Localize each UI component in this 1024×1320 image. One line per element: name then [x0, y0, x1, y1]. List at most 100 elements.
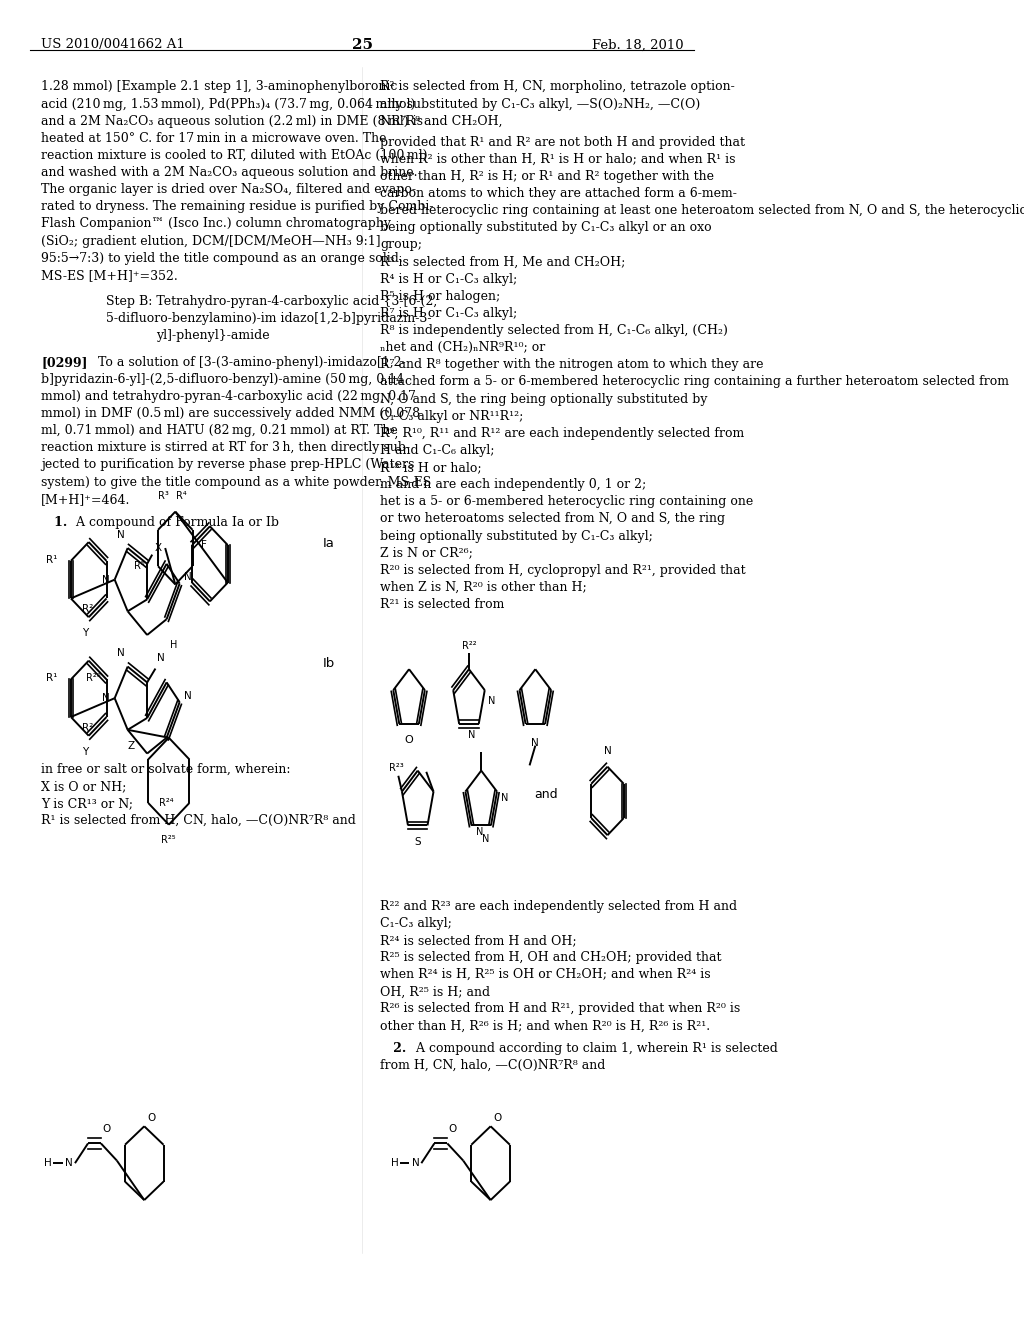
Text: 1.28 mmol) [Example 2.1 step 1], 3-aminophenylboronic: 1.28 mmol) [Example 2.1 step 1], 3-amino… — [41, 81, 397, 94]
Text: C₁-C₃ alkyl or NR¹¹R¹²;: C₁-C₃ alkyl or NR¹¹R¹²; — [380, 409, 523, 422]
Text: R²¹ is selected from: R²¹ is selected from — [380, 598, 505, 611]
Text: R²² and R²³ are each independently selected from H and: R²² and R²³ are each independently selec… — [380, 900, 737, 912]
Text: other than H, R²⁶ is H; and when R²⁰ is H, R²⁶ is R²¹.: other than H, R²⁶ is H; and when R²⁰ is … — [380, 1019, 711, 1032]
Text: R³: R³ — [158, 491, 169, 500]
Text: yl]-phenyl}-amide: yl]-phenyl}-amide — [157, 330, 270, 342]
Text: from H, CN, halo, —C(O)NR⁷R⁸ and: from H, CN, halo, —C(O)NR⁷R⁸ and — [380, 1059, 605, 1072]
Text: ₙhet and (CH₂)ₙNR⁹R¹⁰; or: ₙhet and (CH₂)ₙNR⁹R¹⁰; or — [380, 342, 546, 354]
Text: or two heteroatoms selected from N, O and S, the ring: or two heteroatoms selected from N, O an… — [380, 512, 725, 525]
Text: Feb. 18, 2010: Feb. 18, 2010 — [592, 38, 683, 51]
Text: Z is N or CR²⁶;: Z is N or CR²⁶; — [380, 546, 473, 560]
Text: when R²⁴ is H, R²⁵ is OH or CH₂OH; and when R²⁴ is: when R²⁴ is H, R²⁵ is OH or CH₂OH; and w… — [380, 969, 711, 981]
Text: S: S — [415, 837, 421, 846]
Text: F: F — [201, 540, 207, 550]
Text: N: N — [488, 696, 496, 706]
Text: rated to dryness. The remaining residue is purified by Combi-: rated to dryness. The remaining residue … — [41, 201, 433, 214]
Text: A compound according to claim 1, wherein R¹ is selected: A compound according to claim 1, wherein… — [408, 1041, 777, 1055]
Text: O: O — [147, 1113, 156, 1123]
Text: R²³: R²³ — [389, 763, 403, 774]
Text: Ib: Ib — [323, 657, 335, 671]
Text: mmol) in DMF (0.5 ml) are successively added NMM (0.078: mmol) in DMF (0.5 ml) are successively a… — [41, 407, 420, 420]
Text: H and C₁-C₆ alkyl;: H and C₁-C₆ alkyl; — [380, 444, 495, 457]
Text: being optionally substituted by C₁-C₃ alkyl or an oxo: being optionally substituted by C₁-C₃ al… — [380, 222, 712, 235]
Text: N, O and S, the ring being optionally substituted by: N, O and S, the ring being optionally su… — [380, 392, 708, 405]
Text: R⁸ is independently selected from H, C₁-C₆ alkyl, (CH₂): R⁸ is independently selected from H, C₁-… — [380, 325, 728, 337]
Text: R³ is selected from H, Me and CH₂OH;: R³ is selected from H, Me and CH₂OH; — [380, 256, 626, 268]
Text: bered heterocyclic ring containing at least one heteroatom selected from N, O an: bered heterocyclic ring containing at le… — [380, 205, 1024, 218]
Text: and washed with a 2M Na₂CO₃ aqueous solution and brine.: and washed with a 2M Na₂CO₃ aqueous solu… — [41, 166, 418, 180]
Text: N: N — [102, 574, 110, 585]
Text: 5-difluoro-benzylamino)-im idazo[1,2-b]pyridazin-3-: 5-difluoro-benzylamino)-im idazo[1,2-b]p… — [106, 313, 431, 325]
Text: R²⁵: R²⁵ — [162, 836, 176, 845]
Text: provided that R¹ and R² are not both H and provided that: provided that R¹ and R² are not both H a… — [380, 136, 745, 149]
Text: acid (210 mg, 1.53 mmol), Pd(PPh₃)₄ (73.7 mg, 0.064 mmol): acid (210 mg, 1.53 mmol), Pd(PPh₃)₄ (73.… — [41, 98, 416, 111]
Text: Flash Companion™ (Isco Inc.) column chromatography: Flash Companion™ (Isco Inc.) column chro… — [41, 218, 391, 231]
Text: O: O — [449, 1123, 457, 1134]
Text: heated at 150° C. for 17 min in a microwave oven. The: heated at 150° C. for 17 min in a microw… — [41, 132, 387, 145]
Text: 95:5→7:3) to yield the title compound as an orange solid.: 95:5→7:3) to yield the title compound as… — [41, 252, 402, 265]
Text: N: N — [412, 1158, 420, 1168]
Text: N: N — [468, 730, 475, 739]
Text: R⁵ is H or halogen;: R⁵ is H or halogen; — [380, 290, 501, 302]
Text: OH, R²⁵ is H; and: OH, R²⁵ is H; and — [380, 985, 490, 998]
Text: The organic layer is dried over Na₂SO₄, filtered and evapo-: The organic layer is dried over Na₂SO₄, … — [41, 183, 416, 197]
Text: reaction mixture is stirred at RT for 3 h, then directly sub-: reaction mixture is stirred at RT for 3 … — [41, 441, 410, 454]
Text: N: N — [501, 793, 508, 803]
Text: N: N — [481, 834, 488, 843]
Text: R⁴ is H or C₁-C₃ alkyl;: R⁴ is H or C₁-C₃ alkyl; — [380, 273, 517, 285]
Text: N: N — [66, 1158, 73, 1168]
Text: Step B: Tetrahydro-pyran-4-carboxylic acid {3-[6-(2,: Step B: Tetrahydro-pyran-4-carboxylic ac… — [106, 296, 437, 308]
Text: group;: group; — [380, 239, 422, 252]
Text: Ia: Ia — [323, 537, 335, 550]
Text: m and n are each independently 0, 1 or 2;: m and n are each independently 0, 1 or 2… — [380, 478, 646, 491]
Text: NR⁷R⁸ and CH₂OH,: NR⁷R⁸ and CH₂OH, — [380, 115, 503, 128]
Text: H: H — [391, 1158, 398, 1168]
Text: R²⁰ is selected from H, cyclopropyl and R²¹, provided that: R²⁰ is selected from H, cyclopropyl and … — [380, 564, 745, 577]
Text: (SiO₂; gradient elution, DCM/[DCM/MeOH—NH₃ 9:1]: (SiO₂; gradient elution, DCM/[DCM/MeOH—N… — [41, 235, 381, 248]
Text: [M+H]⁺=464.: [M+H]⁺=464. — [41, 492, 130, 506]
Text: R² is selected from H, CN, morpholino, tetrazole option-: R² is selected from H, CN, morpholino, t… — [380, 81, 735, 94]
Text: X: X — [155, 543, 162, 553]
Text: N: N — [184, 690, 193, 701]
Text: 2.: 2. — [380, 1041, 407, 1055]
Text: H: H — [170, 640, 177, 649]
Text: R⁷ is H or C₁-C₃ alkyl;: R⁷ is H or C₁-C₃ alkyl; — [380, 308, 517, 319]
Text: US 2010/0041662 A1: US 2010/0041662 A1 — [41, 38, 184, 51]
Text: R²: R² — [82, 722, 93, 733]
Text: R²⁴: R²⁴ — [159, 797, 174, 808]
Text: R⁷ and R⁸ together with the nitrogen atom to which they are: R⁷ and R⁸ together with the nitrogen ato… — [380, 358, 764, 371]
Text: O: O — [494, 1113, 502, 1123]
Text: To a solution of [3-(3-amino-phenyl)-imidazo[1,2-: To a solution of [3-(3-amino-phenyl)-imi… — [86, 355, 406, 368]
Text: 1.: 1. — [41, 516, 68, 529]
Text: R²⁵ is selected from H, OH and CH₂OH; provided that: R²⁵ is selected from H, OH and CH₂OH; pr… — [380, 952, 722, 964]
Text: H: H — [44, 1158, 52, 1168]
Text: R⁹, R¹⁰, R¹¹ and R¹² are each independently selected from: R⁹, R¹⁰, R¹¹ and R¹² are each independen… — [380, 426, 744, 440]
Text: N: N — [158, 653, 165, 663]
Text: mmol) and tetrahydro-pyran-4-carboxylic acid (22 mg, 0.17: mmol) and tetrahydro-pyran-4-carboxylic … — [41, 389, 416, 403]
Text: R¹: R¹ — [46, 673, 57, 684]
Text: R²⁶ is selected from H and R²¹, provided that when R²⁰ is: R²⁶ is selected from H and R²¹, provided… — [380, 1002, 740, 1015]
Text: R¹: R¹ — [46, 554, 57, 565]
Text: A compound of Formula Ia or Ib: A compound of Formula Ia or Ib — [69, 516, 280, 529]
Text: 25: 25 — [351, 38, 373, 53]
Text: being optionally substituted by C₁-C₃ alkyl;: being optionally substituted by C₁-C₃ al… — [380, 529, 653, 543]
Text: and: and — [535, 788, 558, 801]
Text: in free or salt or solvate form, wherein:: in free or salt or solvate form, wherein… — [41, 763, 291, 776]
Text: attached form a 5- or 6-membered heterocyclic ring containing a further heteroat: attached form a 5- or 6-membered heteroc… — [380, 375, 1010, 388]
Text: MS-ES [M+H]⁺=352.: MS-ES [M+H]⁺=352. — [41, 269, 178, 281]
Text: N: N — [117, 648, 124, 659]
Text: Z: Z — [128, 741, 135, 751]
Text: R⁵: R⁵ — [134, 561, 145, 572]
Text: N: N — [476, 828, 483, 837]
Text: other than H, R² is H; or R¹ and R² together with the: other than H, R² is H; or R¹ and R² toge… — [380, 170, 714, 183]
Text: R²²: R²² — [462, 640, 476, 651]
Text: jected to purification by reverse phase prep-HPLC (Waters: jected to purification by reverse phase … — [41, 458, 415, 471]
Text: O: O — [102, 1123, 111, 1134]
Text: ally substituted by C₁-C₃ alkyl, —S(O)₂NH₂, —C(O): ally substituted by C₁-C₃ alkyl, —S(O)₂N… — [380, 98, 700, 111]
Text: R²⁴ is selected from H and OH;: R²⁴ is selected from H and OH; — [380, 935, 577, 946]
Text: R²⁰: R²⁰ — [86, 673, 100, 684]
Text: N: N — [603, 746, 611, 756]
Text: Y is CR¹³ or N;: Y is CR¹³ or N; — [41, 797, 133, 810]
Text: Y: Y — [82, 747, 88, 756]
Text: N: N — [102, 693, 110, 704]
